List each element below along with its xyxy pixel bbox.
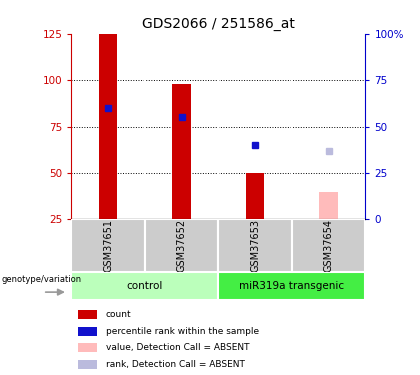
Bar: [173, 84, 191, 219]
Bar: [71, 272, 218, 300]
Text: count: count: [106, 310, 131, 319]
Text: percentile rank within the sample: percentile rank within the sample: [106, 327, 259, 336]
Bar: [78, 360, 97, 369]
Bar: [320, 192, 338, 219]
Text: GSM37652: GSM37652: [177, 219, 186, 272]
Bar: [99, 34, 117, 219]
Text: miR319a transgenic: miR319a transgenic: [239, 281, 344, 291]
Title: GDS2066 / 251586_at: GDS2066 / 251586_at: [142, 17, 295, 32]
Text: genotype/variation: genotype/variation: [1, 275, 81, 284]
Bar: [246, 173, 264, 219]
Bar: [78, 310, 97, 319]
Bar: [78, 343, 97, 352]
Bar: [78, 327, 97, 336]
Bar: [145, 219, 218, 272]
Bar: [71, 219, 145, 272]
Bar: [218, 272, 365, 300]
Bar: [292, 219, 365, 272]
Text: GSM37651: GSM37651: [103, 219, 113, 272]
Text: GSM37653: GSM37653: [250, 219, 260, 272]
Bar: [218, 219, 292, 272]
Text: GSM37654: GSM37654: [324, 219, 333, 272]
Text: value, Detection Call = ABSENT: value, Detection Call = ABSENT: [106, 343, 249, 352]
Text: control: control: [127, 281, 163, 291]
Text: rank, Detection Call = ABSENT: rank, Detection Call = ABSENT: [106, 360, 245, 369]
